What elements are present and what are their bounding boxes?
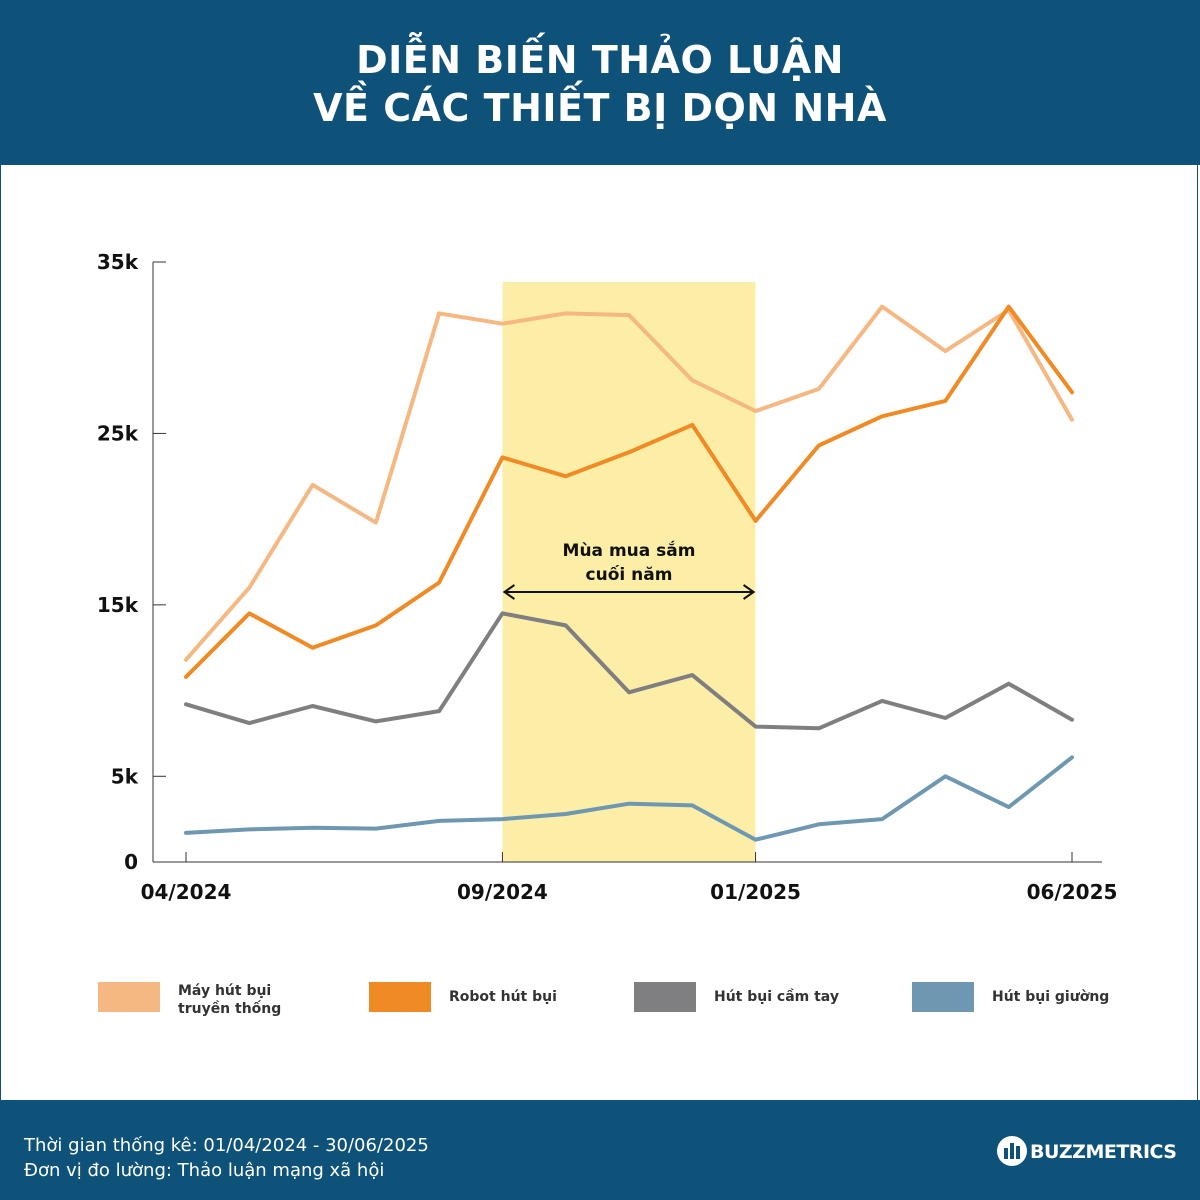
chart-title-line1: DIỄN BIẾN THẢO LUẬN xyxy=(356,38,844,82)
legend-label: Robot hút bụi xyxy=(449,989,557,1005)
y-tick-label: 5k xyxy=(111,764,139,788)
footer-period: Thời gian thống kê: 01/04/2024 - 30/06/2… xyxy=(24,1135,429,1156)
legend-label: Hút bụi giường xyxy=(992,989,1110,1005)
brand-name: BUZZMETRICS xyxy=(1030,1141,1177,1163)
highlight-band xyxy=(502,282,756,862)
season-label-line2: cuối năm xyxy=(586,564,673,585)
chart-title-line2: VỀ CÁC THIẾT BỊ DỌN NHÀ xyxy=(313,86,887,130)
series-line-3 xyxy=(184,755,1074,842)
y-tick-label: 35k xyxy=(97,250,139,274)
series-line-2 xyxy=(184,611,1074,731)
legend-label: Hút bụi cầm tay xyxy=(714,989,839,1005)
x-tick-label: 06/2025 xyxy=(1027,880,1118,904)
legend-label-line2: truyền thống xyxy=(178,1001,282,1017)
legend-label: Máy hút bụi truyền thống xyxy=(178,982,281,1018)
legend-swatch xyxy=(98,982,160,1012)
brand-logo: BUZZMETRICS xyxy=(996,1135,1177,1171)
x-tick-label: 01/2025 xyxy=(710,880,801,904)
series-line-1 xyxy=(184,304,1074,679)
season-label-line1: Mùa mua sắm xyxy=(563,540,696,561)
y-tick-label: 25k xyxy=(97,421,139,445)
y-tick-label: 0 xyxy=(124,850,138,874)
y-tick-label: 15k xyxy=(97,593,139,617)
legend-label-line1: Máy hút bụi xyxy=(178,983,272,999)
series-line-0 xyxy=(184,304,1074,662)
footer: Thời gian thống kê: 01/04/2024 - 30/06/2… xyxy=(0,1100,1200,1200)
header-banner: DIỄN BIẾN THẢO LUẬN VỀ CÁC THIẾT BỊ DỌN … xyxy=(0,0,1200,165)
buzzmetrics-logo-icon xyxy=(997,1136,1027,1166)
x-tick-label: 04/2024 xyxy=(141,880,232,904)
season-arrow-right-head xyxy=(742,584,756,600)
x-tick-label: 09/2024 xyxy=(457,880,548,904)
chart-panel xyxy=(0,165,1198,1100)
legend-swatch xyxy=(912,982,974,1012)
season-arrow-left-head xyxy=(502,584,516,600)
legend-swatch xyxy=(634,982,696,1012)
line-chart: 0 5k 15k 25k 35k 04/2024 09/2024 01/2025 06/2025… xyxy=(97,250,1118,904)
legend-swatch xyxy=(369,982,431,1012)
footer-unit: Đơn vị đo lường: Thảo luận mạng xã hội xyxy=(24,1160,385,1181)
